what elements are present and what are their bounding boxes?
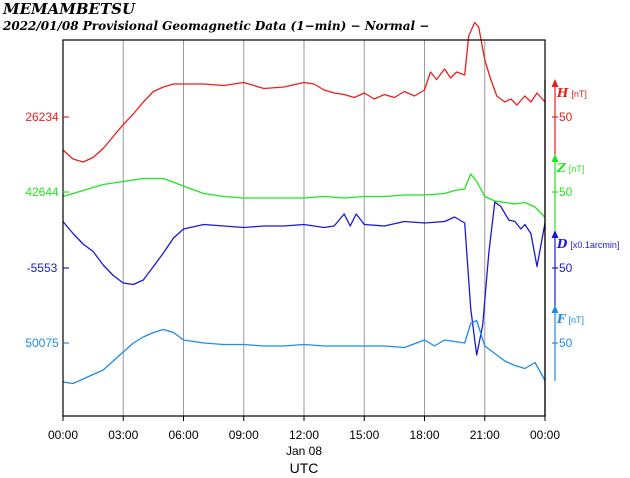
grid-layer [122,40,486,416]
x-tick-label: 15:00 [349,428,379,442]
scale-label-z: 50 [559,185,573,199]
x-tick-label: 21:00 [470,428,500,442]
scale-label-h: 50 [559,110,573,124]
series-name-d: D [x0.1arcmin] [556,237,619,251]
x-axis-label: UTC [290,460,319,476]
scale-label-d: 50 [559,261,573,275]
chart-subtitle: 2022/01/08 Provisional Geomagnetic Data … [3,19,430,33]
x-tick-label: 12:00 [289,428,319,442]
x-tick-label: 00:00 [530,428,560,442]
baseline-label-h: 26234 [25,110,59,124]
series-line-z [62,173,546,218]
series-name-f: F [nT] [556,312,584,326]
series-line-d [62,201,546,356]
baseline-label-f: 50075 [25,336,59,350]
scale-arrowhead-d [551,230,559,238]
scale-arrowhead-h [551,79,559,87]
series-name-h: H [nT] [556,86,587,100]
scale-arrowhead-z [551,154,559,162]
series-line-h [62,21,546,163]
x-tick-label: 03:00 [108,428,138,442]
x-tick-label: 06:00 [168,428,198,442]
title-block: MEMAMBETSU 2022/01/08 Provisional Geomag… [3,0,429,34]
chart-title: MEMAMBETSU [3,0,136,18]
x-tick-label: 09:00 [229,428,259,442]
axis-layer: 00:00 03:00 06:00 09:00 12:00 15:00 18:00 21:00… [25,79,619,442]
series-name-z: Z [nT] [556,161,584,175]
series-line-f [62,319,546,385]
series-layer [62,21,546,385]
baseline-label-z: 42644 [25,185,59,199]
x-tick-label: 00:00 [48,428,78,442]
scale-arrowhead-f [551,305,559,313]
scale-label-f: 50 [559,336,573,350]
x-tick-label: 18:00 [409,428,439,442]
x-date-label: Jan 08 [286,444,322,458]
baseline-label-d: -5553 [27,261,58,275]
